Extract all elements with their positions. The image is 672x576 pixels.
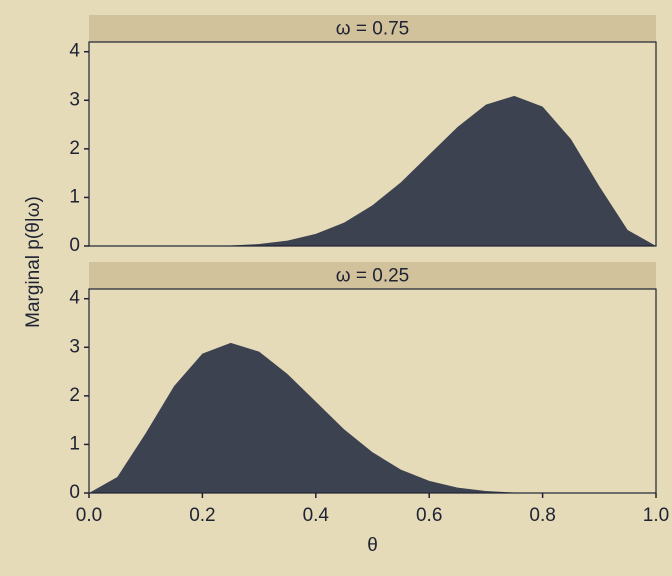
x-tick-label: 0.4 [303, 505, 330, 526]
x-tick-label: 0.0 [76, 505, 102, 526]
area [89, 342, 656, 493]
y-tick-label: 1 [69, 186, 80, 207]
y-tick-label: 1 [69, 433, 80, 454]
y-tick-label: 0 [69, 482, 80, 503]
y-tick-label: 2 [69, 385, 80, 406]
y-axis-label: Marginal p(θ|ω) [23, 196, 44, 328]
x-tick-label: 0.6 [416, 505, 442, 526]
y-tick-label: 2 [69, 138, 80, 159]
y-tick-label: 3 [69, 336, 80, 357]
area [89, 95, 656, 247]
strip-label: ω = 0.25 [336, 266, 409, 287]
strip [89, 262, 656, 289]
y-tick-label: 4 [69, 288, 80, 309]
x-axis-label: θ [367, 535, 378, 556]
x-tick-label: 0.2 [189, 505, 215, 526]
strip [89, 15, 656, 42]
x-tick-label: 1.0 [643, 505, 669, 526]
strip-label: ω = 0.75 [336, 19, 409, 40]
panel-border [88, 288, 657, 494]
panel-border [88, 41, 657, 247]
y-tick-label: 0 [69, 235, 80, 256]
y-tick-label: 3 [69, 89, 80, 110]
y-tick-label: 4 [69, 41, 80, 62]
x-tick-label: 0.8 [529, 505, 555, 526]
